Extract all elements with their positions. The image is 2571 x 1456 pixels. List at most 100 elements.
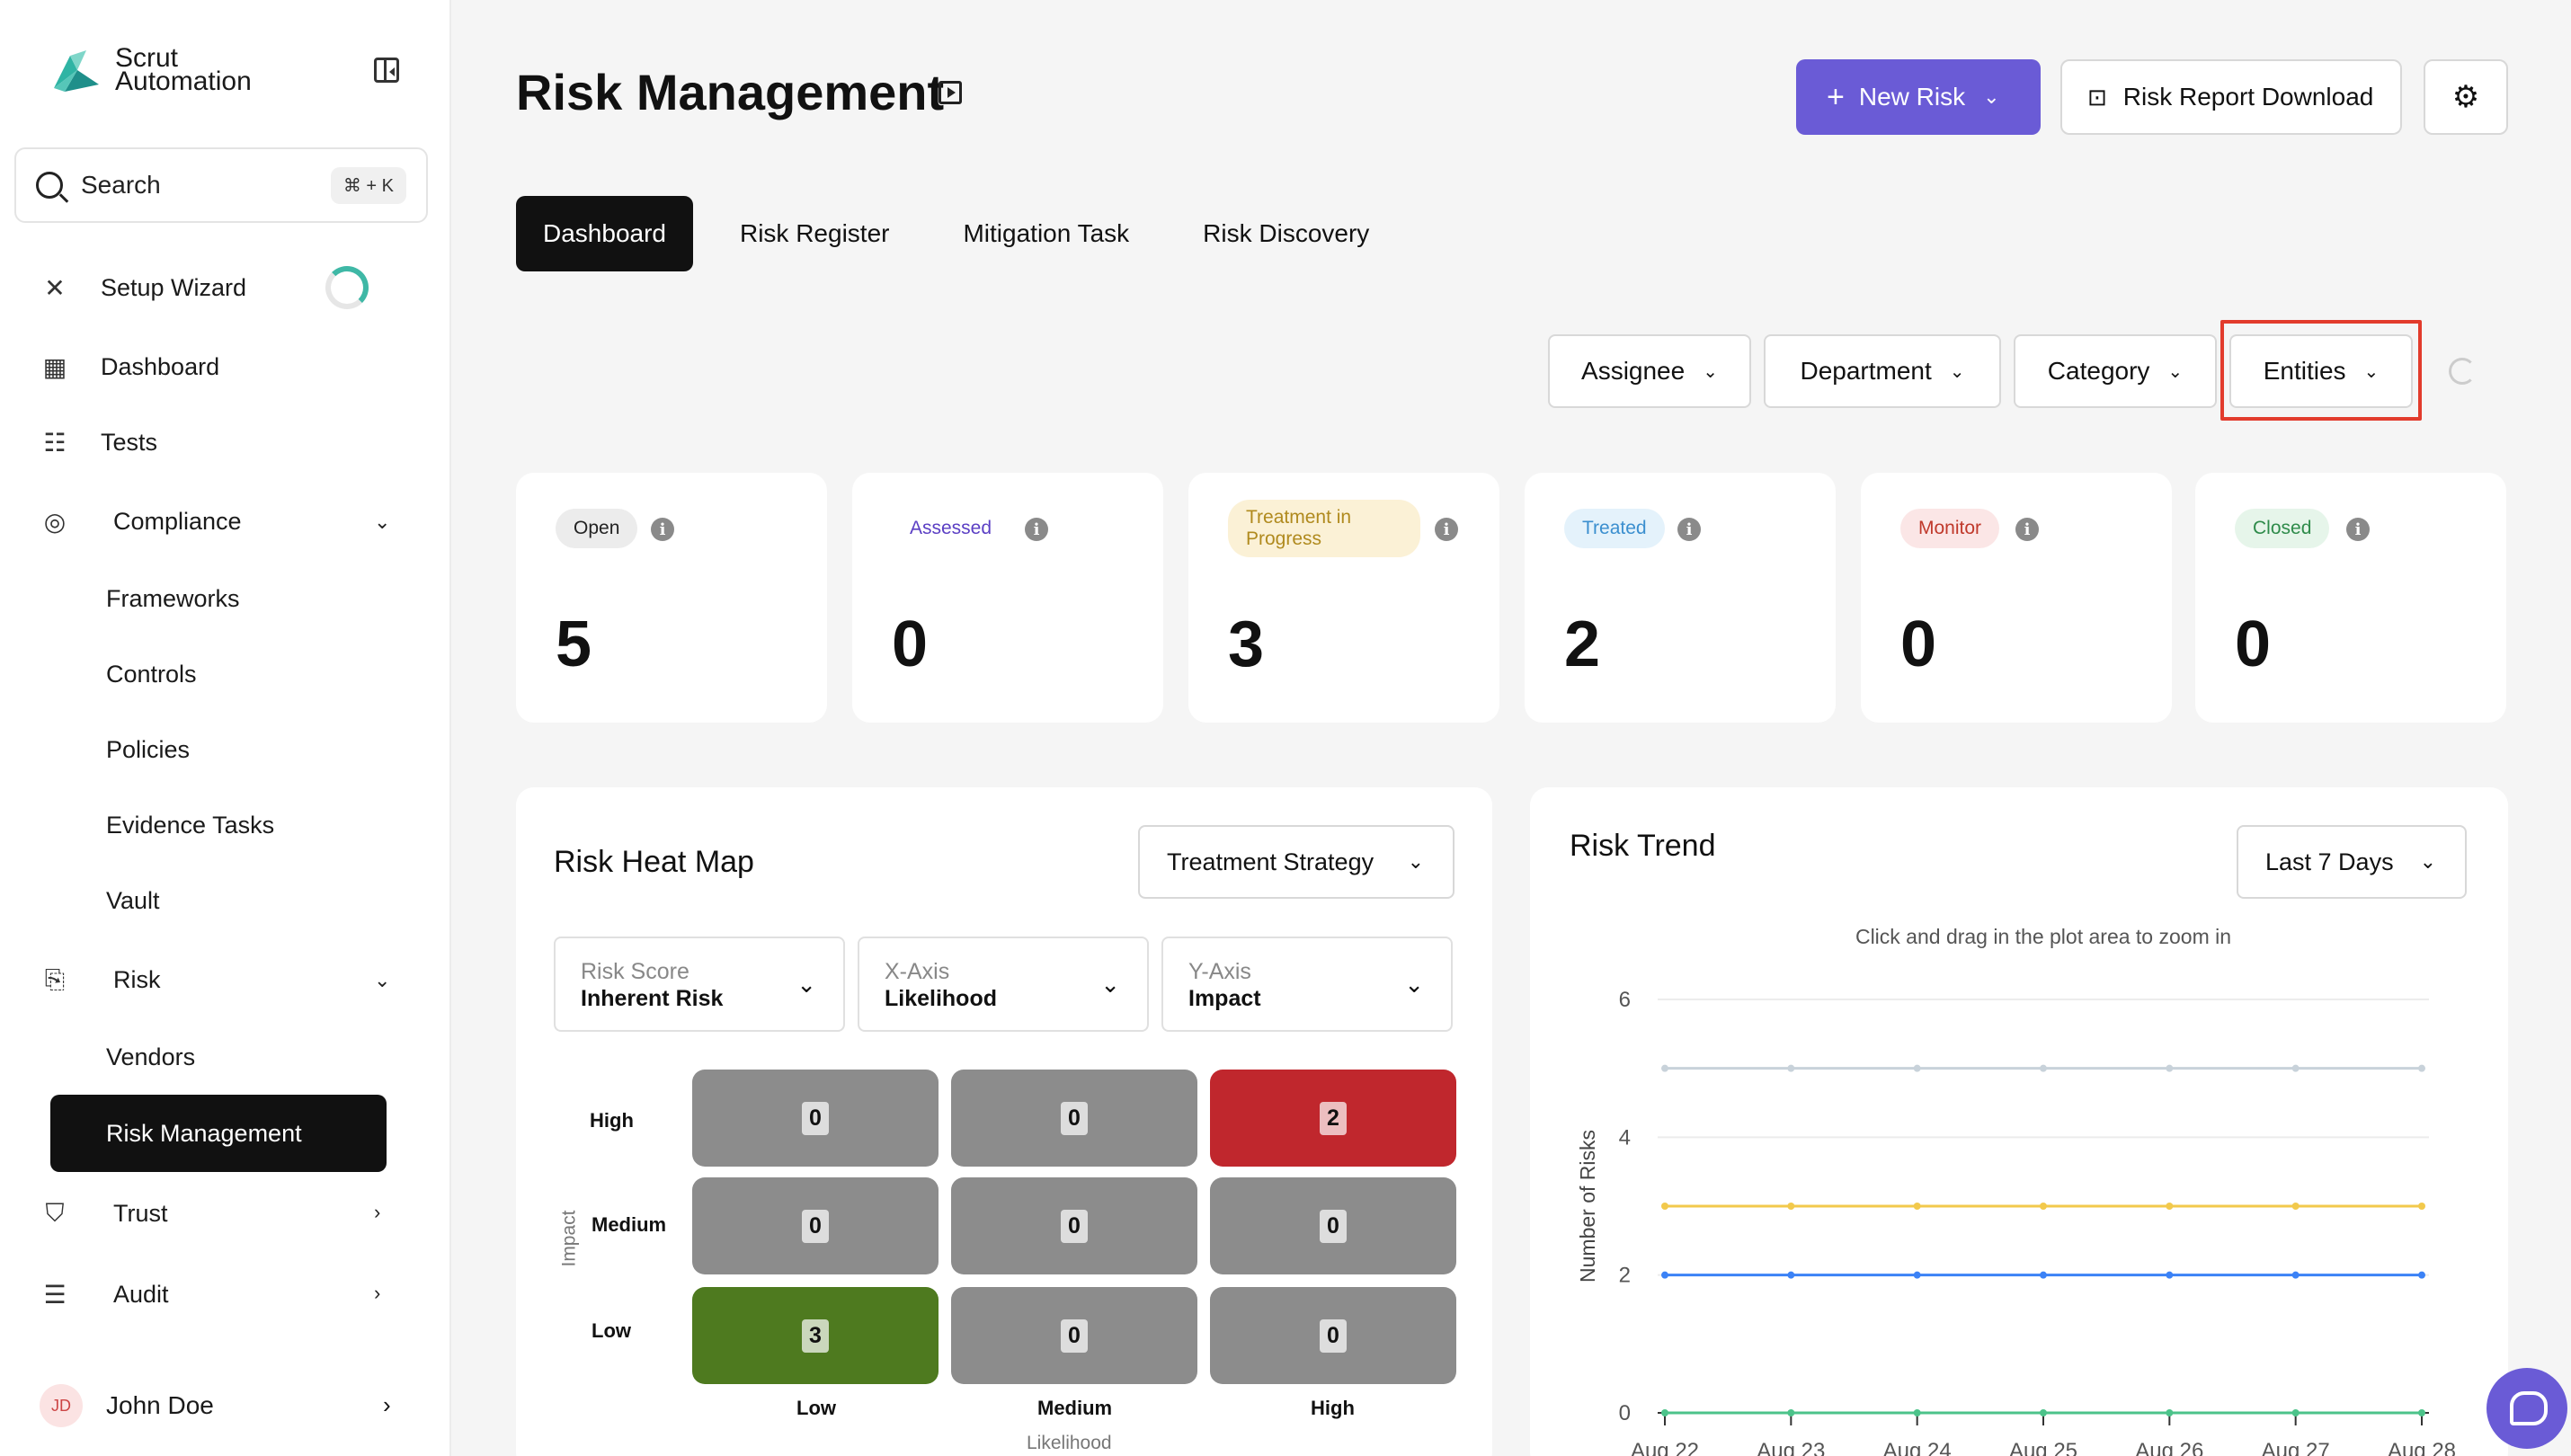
settings-button[interactable]: ⚙ [2424, 59, 2508, 135]
chevron-right-icon[interactable]: › [383, 1391, 391, 1418]
shield-check-icon: ⛉ [45, 1198, 65, 1227]
heat-map-cell[interactable]: 2 [1210, 1070, 1456, 1167]
search-bar[interactable]: Search ⌘ + K [14, 147, 428, 223]
heat-map-cell[interactable]: 0 [692, 1070, 939, 1167]
tab-risk-discovery[interactable]: Risk Discovery [1203, 219, 1370, 247]
heat-map-cell[interactable]: 3 [692, 1287, 939, 1384]
info-icon[interactable]: i [2346, 518, 2370, 541]
heat-map-cell[interactable]: 0 [692, 1177, 939, 1274]
search-icon [36, 172, 63, 199]
series-point [2291, 1064, 2300, 1072]
logo-line2: Automation [115, 67, 252, 96]
info-icon[interactable]: i [1435, 518, 1458, 541]
sidebar-item-risk-management[interactable]: Risk Management [50, 1095, 387, 1172]
sidebar-item-audit[interactable]: ☰ Audit [40, 1274, 168, 1314]
risk-trend-chart[interactable]: Click and drag in the plot area to zoom … [1530, 913, 2508, 1456]
series-point [1661, 1271, 1668, 1279]
series-point [2418, 1203, 2425, 1210]
heat-map-y-label-high: High [590, 1109, 634, 1132]
heat-map-cell-count: 2 [1320, 1101, 1347, 1135]
heat-map-x-label-high: High [1311, 1397, 1355, 1419]
sidebar-item-label: Trust [113, 1199, 168, 1227]
series-point [1661, 1409, 1668, 1416]
risk-score-select[interactable]: Risk Score Inherent Risk ⌄ [554, 937, 845, 1032]
chevron-down-icon: ⌄ [2363, 361, 2380, 382]
sidebar-item-dashboard[interactable]: ▦ Dashboard [40, 347, 219, 386]
sidebar-item-setup-wizard[interactable]: ✕ Setup Wizard [40, 268, 246, 307]
info-icon[interactable]: i [1025, 518, 1048, 541]
heat-map-x-axis-name: Likelihood [1027, 1433, 1112, 1453]
series-point [1787, 1271, 1795, 1279]
risk-heat-map-panel: Risk Heat Map Treatment Strategy ⌄ Risk … [516, 787, 1492, 1456]
sidebar-item-frameworks[interactable]: Frameworks [106, 584, 240, 612]
heat-map-cell[interactable]: 0 [951, 1177, 1197, 1274]
series-point [1913, 1203, 1921, 1210]
entities-filter[interactable]: Entities ⌄ [2229, 334, 2413, 408]
refresh-icon[interactable] [2449, 358, 2476, 385]
select-label: X-Axis [885, 959, 950, 984]
series-point [1913, 1064, 1921, 1072]
chat-support-button[interactable] [2486, 1368, 2567, 1449]
entities-highlight-box [2220, 320, 2422, 421]
user-profile[interactable]: JD John Doe [40, 1384, 214, 1427]
chevron-down-icon[interactable]: ⌄ [374, 510, 391, 533]
chevron-right-icon[interactable]: › [374, 1201, 381, 1223]
sidebar: Scrut Automation Search ⌘ + K ✕ Setup Wi… [0, 0, 451, 1456]
heat-map-cell[interactable]: 0 [951, 1070, 1197, 1167]
logo-line1: Scrut [115, 43, 179, 73]
tab-dashboard[interactable]: Dashboard [516, 196, 693, 271]
dropdown-label: Treatment Strategy [1167, 848, 1374, 875]
new-risk-button[interactable]: + New Risk ⌄ [1796, 59, 2041, 135]
sidebar-item-risk[interactable]: ⎘ Risk [40, 960, 161, 999]
status-card-closed[interactable]: Closed i 0 [2195, 473, 2506, 723]
y-axis-select[interactable]: Y-Axis Impact ⌄ [1161, 937, 1453, 1032]
status-badge: Assessed [892, 509, 1010, 548]
status-card-assessed[interactable]: Assessed i 0 [852, 473, 1163, 723]
chevron-down-icon: ⌄ [1703, 361, 1718, 382]
sidebar-item-policies[interactable]: Policies [106, 735, 191, 763]
chevron-down-icon: ⌄ [1949, 361, 1965, 382]
scrut-logo-icon [54, 50, 99, 92]
y-tick-label: 2 [1619, 1264, 1631, 1288]
sidebar-item-evidence-tasks[interactable]: Evidence Tasks [106, 811, 275, 839]
sidebar-item-tests[interactable]: ☷ Tests [40, 422, 157, 462]
zoom-hint: Click and drag in the plot area to zoom … [1855, 925, 2231, 948]
sidebar-item-compliance[interactable]: ◎ Compliance [40, 502, 242, 541]
department-filter[interactable]: Department ⌄ [1764, 334, 2001, 408]
sidebar-item-vault[interactable]: Vault [106, 886, 160, 914]
collapse-sidebar-icon[interactable] [374, 58, 399, 83]
series-point [2418, 1064, 2425, 1072]
tab-risk-register[interactable]: Risk Register [739, 219, 890, 247]
heat-map-cell[interactable]: 0 [951, 1287, 1197, 1384]
status-card-monitor[interactable]: Monitor i 0 [1861, 473, 2172, 723]
series-point [1661, 1064, 1668, 1072]
tab-mitigation-task[interactable]: Mitigation Task [963, 219, 1130, 247]
status-card-treatment-in-progress[interactable]: Treatment in Progress i 3 [1188, 473, 1499, 723]
heat-map-cell[interactable]: 0 [1210, 1287, 1456, 1384]
category-filter[interactable]: Category ⌄ [2014, 334, 2217, 408]
sidebar-item-trust[interactable]: ⛉ Trust [40, 1194, 168, 1233]
risk-report-download-button[interactable]: ⊡ Risk Report Download [2060, 59, 2402, 135]
chevron-right-icon[interactable]: › [374, 1282, 381, 1304]
info-icon[interactable]: i [1677, 518, 1701, 541]
risk-report-download-label: Risk Report Download [2122, 83, 2374, 111]
date-range-dropdown[interactable]: Last 7 Days ⌄ [2237, 825, 2467, 899]
risk-trend-title: Risk Trend [1570, 829, 1716, 863]
status-card-open[interactable]: Open i 5 [516, 473, 827, 723]
series-point [2166, 1409, 2174, 1416]
sidebar-item-label: Risk [113, 965, 161, 993]
scrut-logo[interactable]: Scrut Automation [47, 43, 252, 97]
play-video-icon[interactable] [939, 81, 962, 104]
chevron-down-icon: ⌄ [1100, 971, 1120, 998]
x-axis-select[interactable]: X-Axis Likelihood ⌄ [858, 937, 1149, 1032]
sidebar-item-controls[interactable]: Controls [106, 660, 197, 688]
x-tick-label: Aug 26 [2135, 1439, 2203, 1456]
heat-map-cell[interactable]: 0 [1210, 1177, 1456, 1274]
info-icon[interactable]: i [2015, 518, 2039, 541]
info-icon[interactable]: i [651, 518, 674, 541]
assignee-filter[interactable]: Assignee ⌄ [1548, 334, 1751, 408]
sidebar-item-vendors[interactable]: Vendors [106, 1043, 196, 1070]
chevron-down-icon[interactable]: ⌄ [374, 969, 391, 991]
treatment-strategy-dropdown[interactable]: Treatment Strategy ⌄ [1138, 825, 1455, 899]
status-card-treated[interactable]: Treated i 2 [1525, 473, 1836, 723]
